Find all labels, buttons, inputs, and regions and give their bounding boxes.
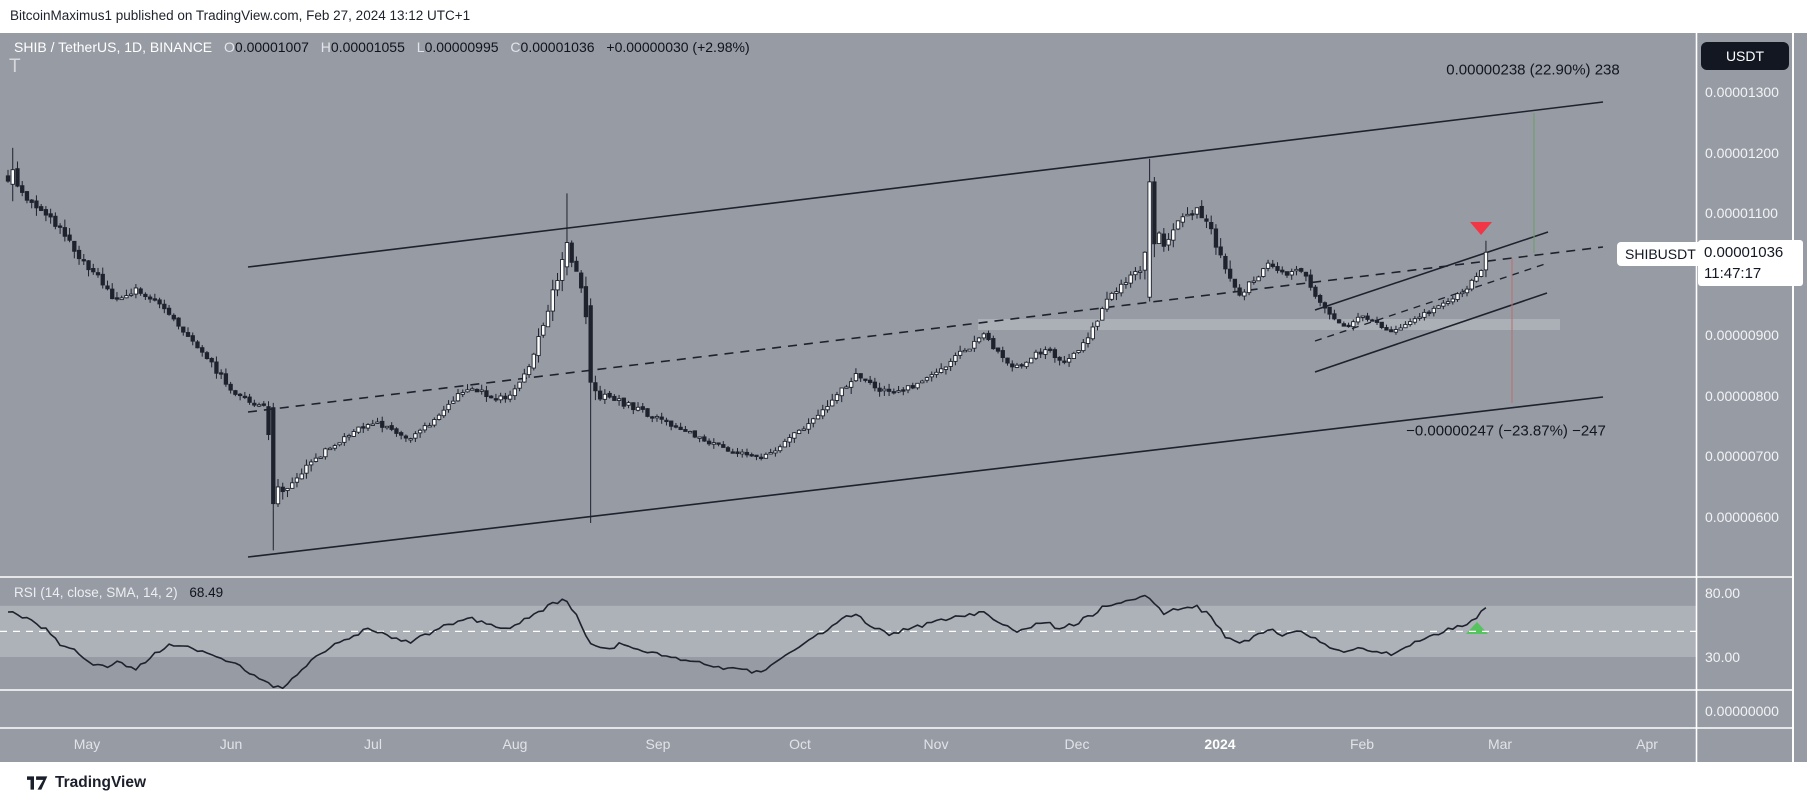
time-tick-label: Sep [645,736,671,752]
rsi-tick-label: 30.00 [1705,649,1741,665]
time-tick-label: Mar [1487,736,1513,752]
price-tick-label: 0.00000600 [1705,508,1779,525]
pane-resize-handle[interactable] [0,575,1696,580]
price-pane-plot-area[interactable] [0,33,1696,577]
price-tick-label: 0.00001300 [1705,84,1779,100]
price-tick-label: 0.00001100 [1705,205,1778,222]
price-range-annotation-down: −0.00000247 (−23.87%) −247 [1406,422,1606,440]
last-price-time: 11:47:17 [1704,265,1762,282]
time-tick-label: Oct [789,736,811,752]
drawing-tool-watermark: T [9,56,21,77]
price-scale-axis[interactable] [1697,33,1807,728]
footer-brand[interactable]: TradingView [27,774,146,792]
time-tick-label: Dec [1064,736,1090,752]
published-byline: BitcoinMaximus1 published on TradingView… [10,8,471,23]
rsi-indicator-title[interactable]: RSI (14, close, SMA, 14, 2) [14,585,178,600]
high-label: H [320,39,331,55]
time-tick-label: Apr [1636,736,1658,752]
open-value: 0.00001007 [234,39,309,55]
high-value: 0.00001055 [330,39,405,55]
time-tick-label: Jul [364,736,382,752]
time-tick-label: 2024 [1204,736,1236,752]
last-price-value: 0.00001036 [1704,244,1784,261]
rsi-pane-plot-area[interactable] [0,578,1696,690]
time-tick-label: Nov [923,736,949,752]
low-value: 0.00000995 [424,39,499,55]
price-tick-label: 0.00000800 [1705,387,1779,404]
rsi-indicator-value: 68.49 [189,585,224,600]
time-tick-label: Aug [502,736,528,752]
time-tick-label: Jun [219,736,243,752]
price-range-annotation-up: 0.00000238 (22.90%) 238 [1446,61,1620,79]
close-value: 0.00001036 [520,39,595,55]
price-tick-label: 0.00001200 [1705,144,1779,161]
open-label: O [224,39,235,55]
rsi-tick-label: 80.00 [1705,585,1741,601]
tradingview-logo-icon [27,776,48,790]
close-label: C [510,39,521,55]
price-tick-label: 0.00000700 [1705,448,1779,465]
time-tick-label: Feb [1349,736,1375,752]
symbol-title[interactable]: SHIB / TetherUS, 1D, BINANCE [14,39,213,55]
last-price-value-box: 0.00001036 11:47:17 [1698,240,1803,286]
time-scale-axis[interactable] [0,728,1793,762]
rsi-indicator-legend[interactable]: RSI (14, close, SMA, 14, 2) 68.49 [14,585,223,600]
currency-toggle-button[interactable]: USDT [1701,42,1789,70]
change-value: +0.00000030 (+2.98%) [606,39,750,55]
low-label: L [416,39,425,55]
time-tick-label: May [73,736,101,752]
symbol-legend[interactable]: SHIB / TetherUS, 1D, BINANCE O0.00001007… [14,39,750,55]
sub-pane-axis-label: 0.00000000 [1705,703,1779,719]
price-tick-label: 0.00000900 [1705,326,1779,343]
last-price-symbol-pill: SHIBUSDT [1617,242,1704,266]
brand-name: TradingView [55,774,147,791]
